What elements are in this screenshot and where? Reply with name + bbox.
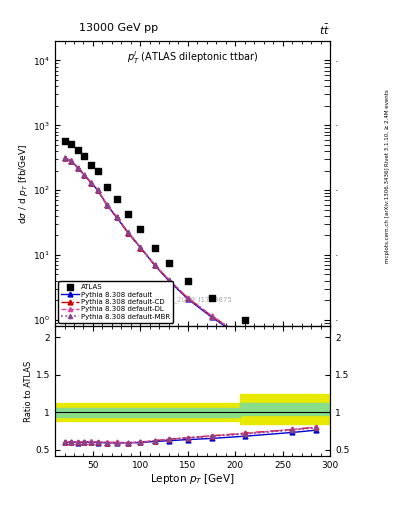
ATLAS xyxy=(185,276,191,285)
ATLAS xyxy=(289,355,295,363)
Pythia 8.308 default-CD xyxy=(105,202,110,208)
ATLAS xyxy=(166,259,172,267)
Pythia 8.308 default-MBR xyxy=(114,214,119,220)
Pythia 8.308 default-DL xyxy=(75,165,80,171)
Pythia 8.308 default-CD xyxy=(75,165,80,171)
Pythia 8.308 default xyxy=(290,370,294,376)
Pythia 8.308 default-CD xyxy=(114,215,119,221)
ATLAS xyxy=(208,293,215,302)
ATLAS xyxy=(104,183,110,191)
Pythia 8.308 default-DL xyxy=(126,229,130,235)
Pythia 8.308 default-DL xyxy=(209,313,214,319)
Pythia 8.308 default-MBR xyxy=(89,180,94,186)
Pythia 8.308 default-CD xyxy=(185,295,190,302)
ATLAS xyxy=(88,161,94,169)
Text: ATLAS_2019_I1759875: ATLAS_2019_I1759875 xyxy=(153,296,232,303)
Pythia 8.308 default-DL xyxy=(105,202,110,208)
ATLAS xyxy=(75,145,81,154)
Pythia 8.308 default-CD xyxy=(89,180,94,186)
Line: Pythia 8.308 default-MBR: Pythia 8.308 default-MBR xyxy=(62,156,318,379)
Pythia 8.308 default xyxy=(62,155,67,161)
Text: $p_T^l$ (ATLAS dileptonic ttbar): $p_T^l$ (ATLAS dileptonic ttbar) xyxy=(127,50,258,67)
ATLAS xyxy=(68,140,74,148)
Pythia 8.308 default-DL xyxy=(167,276,171,283)
Pythia 8.308 default-DL xyxy=(95,187,100,193)
Pythia 8.308 default-DL xyxy=(62,155,67,161)
Pythia 8.308 default xyxy=(185,296,190,302)
Pythia 8.308 default-CD xyxy=(62,155,67,161)
Pythia 8.308 default-CD xyxy=(242,335,247,341)
Pythia 8.308 default xyxy=(89,180,94,186)
Text: mcplots.cern.ch [arXiv:1306.3436]: mcplots.cern.ch [arXiv:1306.3436] xyxy=(385,167,389,263)
ATLAS xyxy=(151,244,158,252)
Text: Rivet 3.1.10, ≥ 2.4M events: Rivet 3.1.10, ≥ 2.4M events xyxy=(385,90,389,166)
Pythia 8.308 default xyxy=(75,165,80,171)
Pythia 8.308 default-MBR xyxy=(152,262,157,268)
Line: Pythia 8.308 default-DL: Pythia 8.308 default-DL xyxy=(62,156,318,378)
Text: 13000 GeV pp: 13000 GeV pp xyxy=(79,23,158,33)
Pythia 8.308 default-MBR xyxy=(75,165,80,171)
X-axis label: Lepton $p_T$ [GeV]: Lepton $p_T$ [GeV] xyxy=(151,472,235,486)
Pythia 8.308 default-MBR xyxy=(209,313,214,319)
Pythia 8.308 default-MBR xyxy=(82,172,87,178)
Pythia 8.308 default-DL xyxy=(69,157,73,163)
Pythia 8.308 default-DL xyxy=(82,172,87,178)
Pythia 8.308 default-CD xyxy=(152,262,157,268)
Pythia 8.308 default-MBR xyxy=(69,158,73,164)
ATLAS xyxy=(242,316,248,324)
Pythia 8.308 default xyxy=(152,262,157,268)
Line: Pythia 8.308 default: Pythia 8.308 default xyxy=(62,156,318,380)
Pythia 8.308 default-DL xyxy=(185,294,190,301)
Pythia 8.308 default-DL xyxy=(138,244,143,250)
ATLAS xyxy=(95,167,101,176)
Y-axis label: d$\sigma$ / d $p_T$ [fb/GeV]: d$\sigma$ / d $p_T$ [fb/GeV] xyxy=(17,143,30,224)
ATLAS xyxy=(61,137,68,145)
Pythia 8.308 default-DL xyxy=(290,368,294,374)
Pythia 8.308 default-CD xyxy=(126,230,130,236)
Pythia 8.308 default-CD xyxy=(314,373,318,379)
Pythia 8.308 default-MBR xyxy=(95,187,100,193)
Pythia 8.308 default xyxy=(242,336,247,343)
Line: Pythia 8.308 default-CD: Pythia 8.308 default-CD xyxy=(62,156,318,378)
Text: t$\bar{t}$: t$\bar{t}$ xyxy=(319,23,330,37)
Pythia 8.308 default-MBR xyxy=(105,202,110,208)
Pythia 8.308 default xyxy=(314,374,318,380)
Y-axis label: Ratio to ATLAS: Ratio to ATLAS xyxy=(24,360,33,421)
Pythia 8.308 default xyxy=(114,215,119,221)
Pythia 8.308 default-CD xyxy=(167,277,171,283)
Pythia 8.308 default-MBR xyxy=(126,229,130,236)
Pythia 8.308 default-DL xyxy=(152,262,157,268)
Pythia 8.308 default-DL xyxy=(89,179,94,185)
ATLAS xyxy=(125,210,131,218)
Pythia 8.308 default xyxy=(105,202,110,208)
Pythia 8.308 default-MBR xyxy=(185,295,190,302)
Pythia 8.308 default xyxy=(69,158,73,164)
Pythia 8.308 default-CD xyxy=(138,245,143,251)
ATLAS xyxy=(114,195,120,203)
ATLAS xyxy=(137,225,143,233)
Pythia 8.308 default xyxy=(82,172,87,178)
Pythia 8.308 default-DL xyxy=(314,373,318,379)
Pythia 8.308 default-DL xyxy=(114,214,119,220)
ATLAS xyxy=(313,364,319,372)
Pythia 8.308 default-MBR xyxy=(62,155,67,161)
Pythia 8.308 default xyxy=(126,230,130,236)
Pythia 8.308 default-CD xyxy=(82,172,87,178)
Pythia 8.308 default-MBR xyxy=(167,278,171,284)
Pythia 8.308 default-CD xyxy=(95,187,100,193)
Pythia 8.308 default xyxy=(95,187,100,193)
ATLAS xyxy=(81,152,88,160)
Pythia 8.308 default-CD xyxy=(209,313,214,319)
Pythia 8.308 default-MBR xyxy=(290,369,294,375)
Pythia 8.308 default xyxy=(138,245,143,251)
Pythia 8.308 default-DL xyxy=(242,335,247,342)
Pythia 8.308 default-MBR xyxy=(314,374,318,380)
Pythia 8.308 default-MBR xyxy=(242,336,247,342)
Pythia 8.308 default-MBR xyxy=(138,244,143,250)
Legend: ATLAS, Pythia 8.308 default, Pythia 8.308 default-CD, Pythia 8.308 default-DL, P: ATLAS, Pythia 8.308 default, Pythia 8.30… xyxy=(59,282,173,323)
Pythia 8.308 default xyxy=(167,278,171,284)
Pythia 8.308 default xyxy=(209,314,214,320)
Pythia 8.308 default-CD xyxy=(69,158,73,164)
Pythia 8.308 default-CD xyxy=(290,368,294,374)
